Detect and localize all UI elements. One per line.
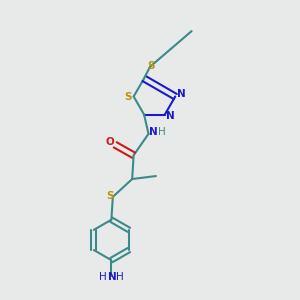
Text: N: N — [167, 111, 175, 121]
Text: H: H — [116, 272, 124, 282]
Text: H: H — [100, 272, 107, 282]
Text: S: S — [147, 61, 154, 71]
Text: N: N — [177, 88, 186, 98]
Text: O: O — [106, 137, 114, 148]
Text: N: N — [149, 128, 158, 137]
Text: S: S — [107, 191, 114, 201]
Text: H: H — [158, 128, 166, 137]
Text: S: S — [124, 92, 132, 101]
Text: N: N — [108, 272, 116, 282]
